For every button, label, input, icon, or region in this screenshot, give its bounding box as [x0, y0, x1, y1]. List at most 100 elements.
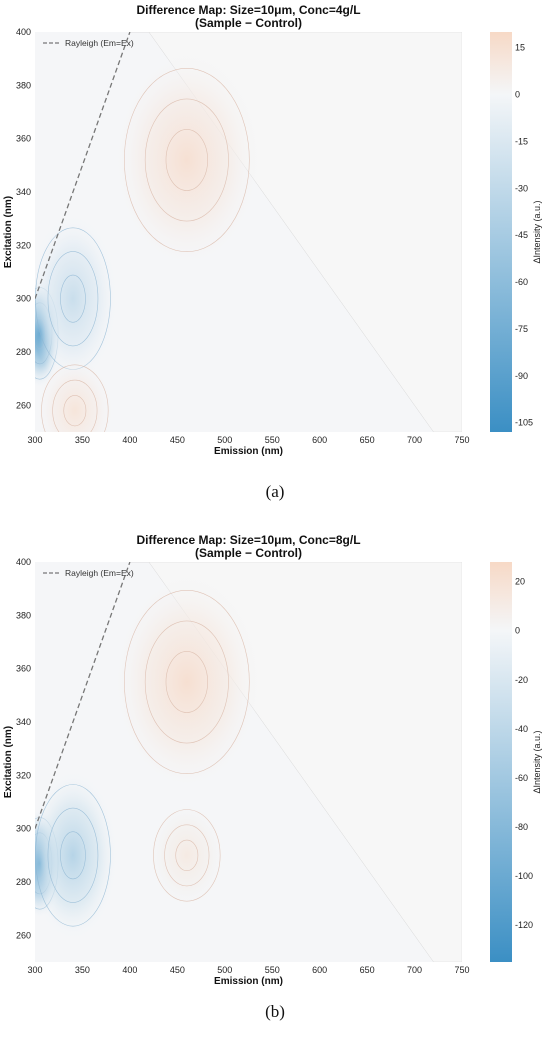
- contour-line: [60, 831, 86, 880]
- x-tick-label: 500: [217, 435, 232, 445]
- colorbar-tick-label: -90: [515, 371, 528, 381]
- x-tick-label: 600: [312, 965, 327, 975]
- difference-map-chart-b: Difference Map: Size=10μm, Conc=8g/L(Sam…: [3, 533, 542, 987]
- x-tick-label: 600: [312, 435, 327, 445]
- contour-line: [165, 651, 208, 713]
- x-tick-label: 700: [407, 435, 422, 445]
- y-tick-label: 400: [16, 557, 31, 567]
- contour-line: [47, 251, 99, 347]
- y-tick-label: 300: [16, 824, 31, 834]
- contour-line: [165, 129, 208, 191]
- x-tick-label: 550: [265, 435, 280, 445]
- x-tick-label: 650: [360, 435, 375, 445]
- feature-blob: [35, 770, 118, 941]
- feature-blob: [111, 50, 262, 270]
- x-tick-label: 550: [265, 965, 280, 975]
- legend-label: Rayleigh (Em=Ex): [65, 568, 134, 578]
- colorbar-tick-label: -120: [515, 920, 533, 930]
- y-tick-label: 320: [16, 770, 31, 780]
- x-tick-label: 750: [454, 965, 469, 975]
- rayleigh-line: [35, 562, 131, 829]
- contour-line: [63, 395, 87, 427]
- contour-line: [175, 839, 199, 871]
- y-tick-label: 400: [16, 27, 31, 37]
- contour-line: [41, 364, 109, 432]
- x-axis-label: Emission (nm): [214, 446, 283, 457]
- y-tick-label: 340: [16, 717, 31, 727]
- y-tick-label: 260: [16, 930, 31, 940]
- colorbar-tick-label: 15: [515, 43, 525, 53]
- y-tick-label: 360: [16, 134, 31, 144]
- colorbar: [490, 562, 512, 962]
- x-tick-label: 350: [75, 435, 90, 445]
- x-axis-label: Emission (nm): [214, 976, 283, 987]
- colorbar-tick-label: -105: [515, 418, 533, 428]
- difference-map-panel-a: Difference Map: Size=10μm, Conc=4g/L (Sam…: [0, 0, 550, 520]
- y-tick-label: 380: [16, 610, 31, 620]
- difference-map-panel-b: Difference Map: Size=10μm, Conc=8g/L (Sam…: [0, 530, 550, 1047]
- y-tick-label: 360: [16, 664, 31, 674]
- y-tick-label: 340: [16, 187, 31, 197]
- rayleigh-line: [35, 32, 131, 299]
- chart-title: Difference Map: Size=10μm, Conc=8g/L: [136, 533, 360, 547]
- x-tick-label: 400: [122, 435, 137, 445]
- chart-title: Difference Map: Size=10μm, Conc=4g/L: [136, 3, 360, 17]
- feature-blob: [35, 213, 118, 384]
- y-axis-label: Excitation (nm): [3, 196, 14, 268]
- heatmap-layer: [35, 562, 462, 962]
- colorbar-tick-label: -30: [515, 183, 528, 193]
- colorbar-tick-label: -20: [515, 675, 528, 685]
- legend-label: Rayleigh (Em=Ex): [65, 38, 134, 48]
- feature-blob: [111, 572, 262, 792]
- feature-blob: [146, 800, 227, 911]
- y-tick-label: 280: [16, 877, 31, 887]
- colorbar: [490, 32, 512, 432]
- y-tick-label: 320: [16, 240, 31, 250]
- contour-line: [144, 98, 229, 222]
- colorbar-tick-label: -75: [515, 324, 528, 334]
- figure-caption-b: (b): [265, 1002, 285, 1021]
- x-tick-label: 750: [454, 435, 469, 445]
- y-tick-label: 280: [16, 347, 31, 357]
- contour-line: [60, 274, 86, 323]
- contour-line: [164, 824, 210, 887]
- x-tick-label: 400: [122, 965, 137, 975]
- contour-line: [153, 809, 221, 902]
- colorbar-tick-label: 20: [515, 577, 525, 587]
- contour-line: [52, 379, 98, 432]
- x-tick-label: 350: [75, 965, 90, 975]
- x-tick-label: 300: [27, 965, 42, 975]
- colorbar-tick-label: -60: [515, 773, 528, 783]
- heatmap-layer: [35, 32, 462, 432]
- feature-blob: [35, 355, 115, 432]
- y-tick-label: 380: [16, 80, 31, 90]
- colorbar-tick-label: -100: [515, 871, 533, 881]
- chart-subtitle: (Sample − Control): [195, 546, 302, 560]
- contour-line: [124, 68, 250, 252]
- colorbar-label: ΔIntensity (a.u.): [532, 730, 542, 793]
- y-axis-label: Excitation (nm): [3, 726, 14, 798]
- y-tick-label: 260: [16, 400, 31, 410]
- x-tick-label: 650: [360, 965, 375, 975]
- x-tick-label: 700: [407, 965, 422, 975]
- contour-line: [124, 590, 250, 774]
- colorbar-tick-label: -40: [515, 724, 528, 734]
- contour-line: [144, 620, 229, 744]
- colorbar-tick-label: 0: [515, 90, 520, 100]
- colorbar-label: ΔIntensity (a.u.): [532, 200, 542, 263]
- colorbar-tick-label: 0: [515, 626, 520, 636]
- colorbar-tick-label: -45: [515, 230, 528, 240]
- contour-line: [47, 807, 99, 903]
- difference-map-chart-a: Difference Map: Size=10μm, Conc=4g/L(Sam…: [3, 3, 542, 457]
- colorbar-tick-label: -60: [515, 277, 528, 287]
- colorbar-tick-label: -80: [515, 822, 528, 832]
- x-tick-label: 450: [170, 435, 185, 445]
- chart-subtitle: (Sample − Control): [195, 16, 302, 30]
- colorbar-tick-label: -15: [515, 136, 528, 146]
- figure-caption-a: (a): [265, 482, 285, 501]
- x-tick-label: 500: [217, 965, 232, 975]
- contour-line: [35, 784, 111, 927]
- y-tick-label: 300: [16, 294, 31, 304]
- x-tick-label: 300: [27, 435, 42, 445]
- x-tick-label: 450: [170, 965, 185, 975]
